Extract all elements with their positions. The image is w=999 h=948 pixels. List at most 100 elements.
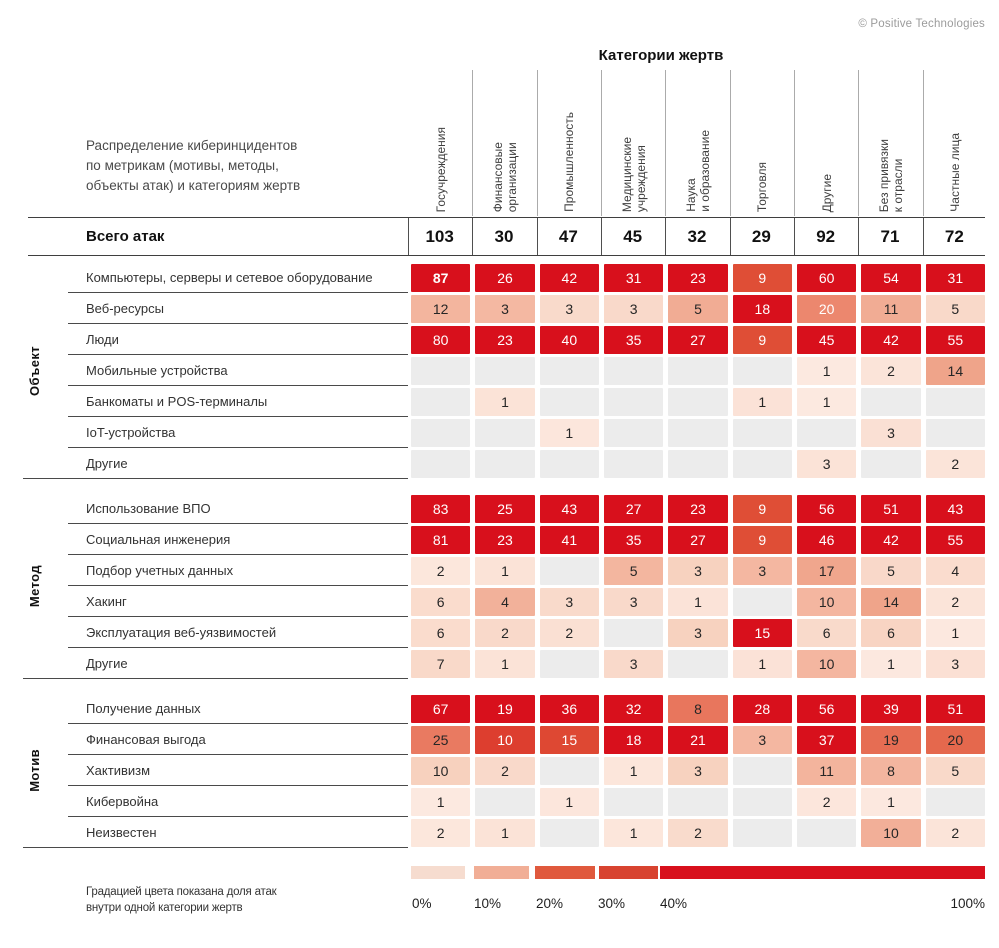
totals-label: Всего атак xyxy=(86,228,165,245)
row-label: Люди xyxy=(0,324,408,355)
heat-cell xyxy=(732,787,792,816)
section-метод: Метод Использование ВПО 83 25 43 27 23 9 56 51 43 С… xyxy=(0,493,985,679)
column-header-6: Торговля xyxy=(729,70,792,216)
row-label: Другие xyxy=(86,656,128,671)
heat-cell: 3 xyxy=(668,556,728,585)
heat-cell: 1 xyxy=(475,387,535,416)
heat-cell: 42 xyxy=(539,263,599,292)
heat-cell: 3 xyxy=(539,587,599,616)
totals-row: Всего атак 103 30 47 45 32 29 92 71 72 xyxy=(28,217,985,256)
row-label: Компьютеры, серверы и сетевое оборудован… xyxy=(0,262,408,293)
heat-cell: 18 xyxy=(732,294,792,323)
section-мотив: Мотив Получение данных 67 19 36 32 8 28 56 39 51 Фи… xyxy=(0,693,985,848)
heat-cell xyxy=(732,418,792,447)
total-attacks-value: 92 xyxy=(793,218,856,255)
heat-cell: 15 xyxy=(732,618,792,647)
heat-cell: 1 xyxy=(925,618,985,647)
heat-cell: 56 xyxy=(796,694,857,723)
column-header-label: Госучреждения xyxy=(433,126,448,212)
heat-cell: 17 xyxy=(796,556,857,585)
heat-cell xyxy=(539,818,599,847)
heat-cell: 6 xyxy=(411,587,471,616)
heat-cell xyxy=(539,356,599,385)
column-header-label: Торговля xyxy=(755,161,770,212)
heat-cell: 27 xyxy=(668,325,728,354)
copyright-note: © Positive Technologies xyxy=(858,18,985,30)
heat-cell: 9 xyxy=(732,325,792,354)
heat-cell: 42 xyxy=(861,325,921,354)
heat-cell: 41 xyxy=(539,525,599,554)
heat-cell: 28 xyxy=(732,694,792,723)
heat-cell: 10 xyxy=(796,587,857,616)
heat-cell: 2 xyxy=(411,556,471,585)
heat-cell: 26 xyxy=(475,263,535,292)
total-attacks-value: 30 xyxy=(472,218,534,255)
heat-cell xyxy=(668,356,728,385)
heatmap-body: Объект Компьютеры, серверы и сетевое обор… xyxy=(0,262,985,862)
heat-cell: 23 xyxy=(475,325,535,354)
heat-cell: 3 xyxy=(603,294,664,323)
heat-cell: 11 xyxy=(796,756,857,785)
legend-segment-4 xyxy=(599,866,658,879)
row-label: Финансовая выгода xyxy=(0,724,408,755)
heat-cell: 1 xyxy=(796,356,857,385)
heat-cell: 2 xyxy=(925,818,985,847)
heat-cell xyxy=(603,449,664,478)
heat-cell: 83 xyxy=(411,494,471,523)
heat-cell: 1 xyxy=(861,787,921,816)
heat-cell: 9 xyxy=(732,263,792,292)
column-header-1: Госучреждения xyxy=(411,70,470,216)
legend-percent-label: 40% xyxy=(660,896,688,911)
heat-cell: 1 xyxy=(475,818,535,847)
heat-cell: 60 xyxy=(796,263,857,292)
row-label: Мобильные устройства xyxy=(0,355,408,386)
heat-cell: 2 xyxy=(539,618,599,647)
column-header-3: Промышленность xyxy=(536,70,599,216)
heat-cell xyxy=(925,387,985,416)
legend-segment-3 xyxy=(535,866,595,879)
heat-cell: 37 xyxy=(796,725,857,754)
heat-cell: 3 xyxy=(732,725,792,754)
heat-cell: 25 xyxy=(411,725,471,754)
heat-cell: 80 xyxy=(411,325,471,354)
heat-cell: 15 xyxy=(539,725,599,754)
heat-cell: 42 xyxy=(861,525,921,554)
heat-cell: 14 xyxy=(925,356,985,385)
column-headers: Госучреждения Финансовые организации Промы… xyxy=(411,70,985,216)
heat-cell: 55 xyxy=(925,525,985,554)
heat-cell xyxy=(732,818,792,847)
heat-cell xyxy=(732,587,792,616)
heat-cell: 1 xyxy=(539,787,599,816)
heat-cell: 8 xyxy=(861,756,921,785)
heat-cell xyxy=(539,556,599,585)
heat-cell: 3 xyxy=(603,587,664,616)
row-label: Веб-ресурсы xyxy=(0,293,408,324)
heat-cell: 35 xyxy=(603,525,664,554)
total-attacks-value: 29 xyxy=(729,218,792,255)
heat-cell: 4 xyxy=(925,556,985,585)
heat-cell: 43 xyxy=(925,494,985,523)
heat-cell xyxy=(475,787,535,816)
row-label: Использование ВПО xyxy=(0,493,408,524)
section-объект: Объект Компьютеры, серверы и сетевое обор… xyxy=(0,262,985,479)
victim-categories-title: Категории жертв xyxy=(598,47,724,64)
total-attacks-value: 47 xyxy=(536,218,599,255)
heat-cell: 32 xyxy=(603,694,664,723)
row-label: Получение данных xyxy=(0,693,408,724)
heat-cell: 25 xyxy=(475,494,535,523)
heat-cell: 87 xyxy=(411,263,471,292)
heat-cell: 2 xyxy=(796,787,857,816)
heat-cell: 55 xyxy=(925,325,985,354)
heat-cell: 2 xyxy=(475,618,535,647)
heat-cell: 12 xyxy=(411,294,471,323)
total-attacks-value: 72 xyxy=(922,218,985,255)
total-attacks-value: 71 xyxy=(858,218,920,255)
heat-cell: 3 xyxy=(861,418,921,447)
heat-cell: 56 xyxy=(796,494,857,523)
heat-cell: 67 xyxy=(411,694,471,723)
heat-cell: 4 xyxy=(475,587,535,616)
column-header-label: Наука и образование xyxy=(683,130,712,212)
legend-caption: Градацией цвета показана доля атак внутр… xyxy=(86,886,277,914)
heat-cell: 36 xyxy=(539,694,599,723)
